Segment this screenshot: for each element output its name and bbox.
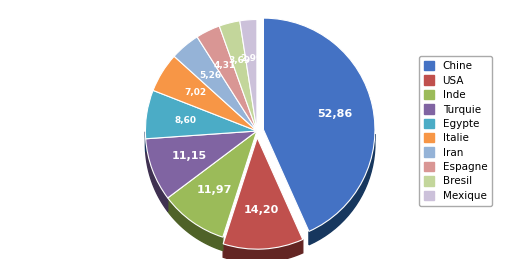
Polygon shape [168,198,223,250]
Wedge shape [146,90,257,139]
Text: 3,69: 3,69 [228,56,250,65]
Wedge shape [264,18,375,231]
Legend: Chine, USA, Inde, Turquie, Egypte, Italie, Iran, Espagne, Bresil, Mexique: Chine, USA, Inde, Turquie, Egypte, Itali… [418,56,492,206]
Wedge shape [168,131,257,237]
Text: 11,15: 11,15 [171,151,206,161]
Wedge shape [146,131,257,198]
Text: 2,99: 2,99 [240,54,263,63]
Wedge shape [240,19,257,131]
Text: 14,20: 14,20 [244,205,279,215]
Polygon shape [223,239,303,262]
Wedge shape [153,56,257,131]
Wedge shape [223,138,303,249]
Wedge shape [219,21,257,131]
Text: 7,02: 7,02 [184,88,206,97]
Polygon shape [309,134,375,245]
Text: 52,86: 52,86 [317,110,352,119]
Wedge shape [174,37,257,131]
Text: 5,26: 5,26 [199,71,221,80]
Text: 8,60: 8,60 [174,116,196,124]
Wedge shape [197,26,257,131]
Polygon shape [146,139,168,211]
Text: 4,31: 4,31 [214,61,236,70]
Text: 11,97: 11,97 [197,185,233,195]
